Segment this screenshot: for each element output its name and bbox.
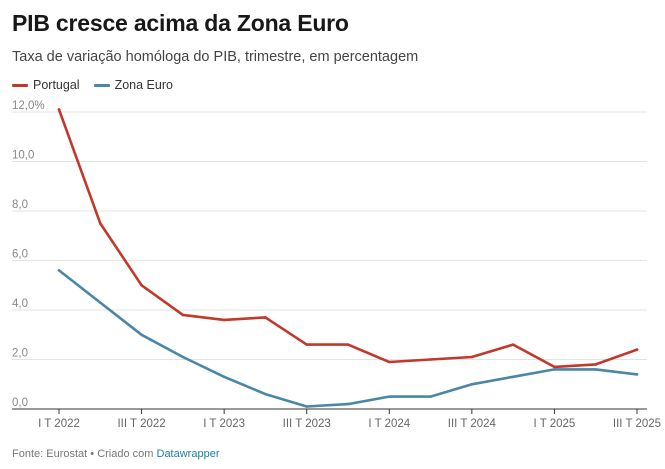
data-point-zona-euro (181, 355, 185, 359)
legend-label-zona-euro: Zona Euro (114, 78, 173, 92)
x-axis-ticks: I T 2022 III T 2022 I T 2023 III T 2023 I T … (38, 409, 661, 430)
y-tick-label: 2,0 (12, 348, 28, 360)
data-point-zona-euro (635, 373, 639, 376)
series-line-portugal (57, 108, 639, 369)
x-tick-label: III T 2023 (283, 418, 331, 430)
y-axis-ticks: 0,0 2,0 4,0 6,0 8,0 10,0 12,0% (12, 100, 45, 409)
x-tick-label: I T 2023 (203, 418, 245, 430)
footer: Fonte: Eurostat • Criado com Datawrapper (12, 448, 219, 460)
data-point-zona-euro (470, 382, 474, 386)
data-point-portugal (511, 343, 515, 346)
series-lines (57, 108, 639, 408)
data-point-zona-euro (98, 301, 102, 304)
data-point-zona-euro (57, 269, 61, 272)
chart-subtitle: Taxa de variação homóloga do PIB, trimes… (12, 49, 419, 65)
legend-item-portugal: Portugal (12, 78, 80, 92)
data-point-portugal (140, 283, 143, 287)
x-tick-label: I T 2025 (534, 418, 576, 430)
data-point-zona-euro (429, 395, 432, 398)
data-point-portugal (98, 222, 102, 225)
data-point-portugal (594, 363, 598, 366)
y-tick-label: 0,0 (12, 397, 28, 409)
data-point-portugal (57, 108, 61, 111)
x-tick-label: III T 2022 (117, 418, 165, 430)
data-point-zona-euro (553, 368, 556, 371)
y-tick-label: 4,0 (12, 298, 28, 310)
y-tick-label: 8,0 (12, 199, 28, 211)
y-tick-label: 10,0 (12, 150, 34, 162)
data-point-zona-euro (140, 333, 143, 337)
legend: Portugal Zona Euro (12, 78, 173, 92)
data-point-zona-euro (264, 392, 267, 396)
footer-source: Fonte: Eurostat (12, 448, 88, 460)
data-point-portugal (429, 358, 432, 361)
data-point-portugal (553, 365, 556, 369)
series-line-zona-euro (57, 269, 639, 408)
data-point-portugal (470, 355, 474, 359)
data-point-portugal (635, 348, 639, 351)
footer-created-with: • Criado com (90, 448, 154, 460)
data-point-zona-euro (511, 375, 515, 379)
data-point-portugal (181, 313, 185, 317)
data-point-portugal (264, 316, 267, 319)
x-tick-label: I T 2022 (38, 418, 80, 430)
datawrapper-link[interactable]: Datawrapper (156, 448, 220, 460)
data-point-zona-euro (387, 395, 391, 398)
y-tick-label: 6,0 (12, 249, 28, 261)
chart-title: PIB cresce acima da Zona Euro (12, 10, 349, 36)
legend-swatch-portugal (12, 83, 28, 87)
data-point-zona-euro (305, 405, 309, 408)
x-tick-label: I T 2024 (368, 418, 410, 430)
data-point-portugal (346, 343, 350, 346)
y-tick-label: 12,0% (12, 100, 45, 112)
data-point-zona-euro (222, 375, 226, 379)
legend-label-portugal: Portugal (33, 78, 80, 92)
gridlines (12, 111, 647, 410)
data-point-zona-euro (594, 368, 598, 371)
data-point-portugal (305, 343, 309, 346)
data-point-portugal (222, 318, 226, 322)
x-tick-label: III T 2024 (448, 418, 497, 430)
legend-item-zona-euro: Zona Euro (93, 78, 173, 92)
data-point-zona-euro (346, 402, 350, 406)
legend-swatch-zona-euro (93, 83, 110, 87)
data-point-portugal (387, 360, 391, 364)
x-tick-label: III T 2025 (613, 418, 661, 430)
